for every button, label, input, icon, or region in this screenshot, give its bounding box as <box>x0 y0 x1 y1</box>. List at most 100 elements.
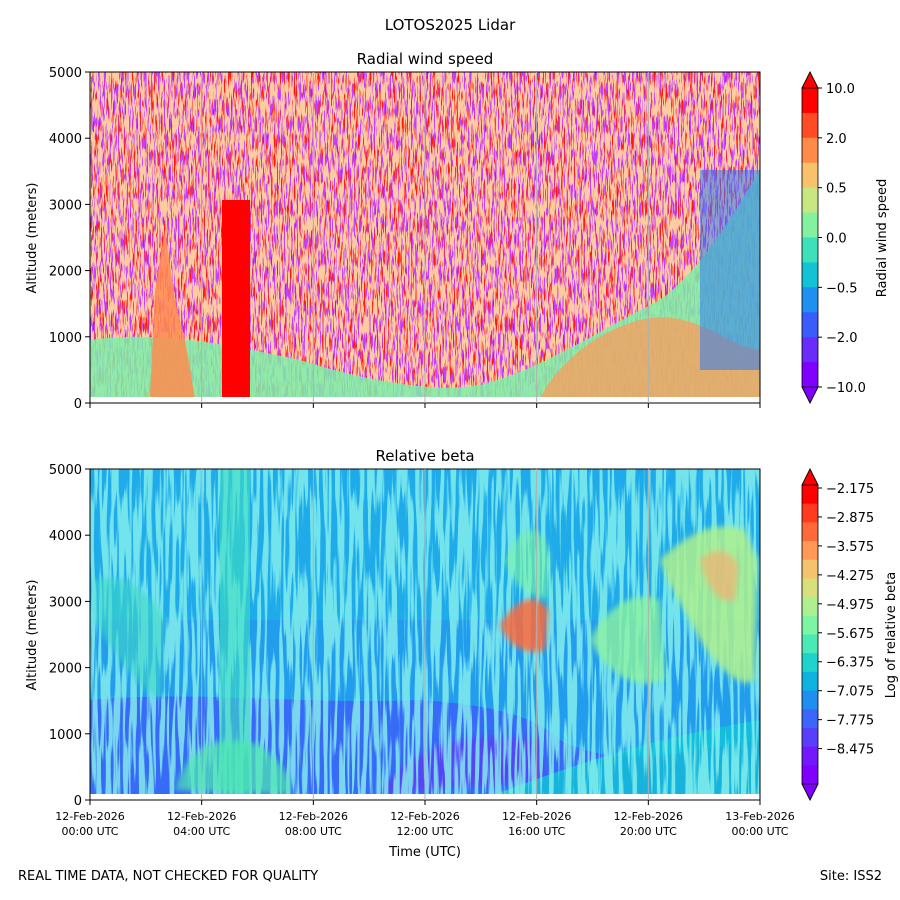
beta-x-tick-date: 12-Feb-2026 <box>502 810 571 823</box>
wind-colorbar-level <box>802 287 818 313</box>
wind-colorbar-level <box>802 362 818 388</box>
wind-red-column <box>222 200 250 398</box>
beta-x-axis-label: Time (UTC) <box>388 845 461 860</box>
beta-aerosol-green <box>175 740 291 795</box>
wind-colorbar-tick-label: 0.0 <box>826 232 847 247</box>
wind-colorbar-level <box>802 88 818 114</box>
wind-colorbar-tick-label: 2.0 <box>826 132 847 147</box>
beta-colorbar-level <box>802 615 818 635</box>
beta-colorbar-tick-label: −6.375 <box>826 656 874 671</box>
beta-colorbar-level <box>802 541 818 561</box>
wind-colorbar-min-extend <box>801 386 819 404</box>
beta-x-tick-time: 00:00 UTC <box>61 825 118 838</box>
figure-title: LOTOS2025 Lidar <box>385 16 516 34</box>
wind-y-tick-label: 1000 <box>49 331 82 346</box>
wind-colorbar-tick-label: −0.5 <box>826 281 858 296</box>
wind-colorbar-level <box>802 212 818 238</box>
beta-colorbar-level <box>802 503 818 523</box>
wind-colorbar: 10.0 2.0 0.5 0.0 −0.5 −2.0 −10.0 <box>801 71 866 404</box>
beta-plume-red <box>500 599 548 652</box>
wind-colorbar-level <box>802 187 818 214</box>
beta-aerosol-cyan <box>95 577 165 700</box>
beta-x-tick-date: 13-Feb-2026 <box>725 810 794 823</box>
beta-colorbar-level <box>802 653 818 673</box>
wind-colorbar-level <box>802 237 818 263</box>
wind-panel-title: Radial wind speed <box>357 50 494 68</box>
beta-y-axis-label: Altitude (meters) <box>25 580 40 691</box>
beta-colorbar-level <box>802 578 818 598</box>
beta-colorbar-min-extend <box>801 783 819 801</box>
beta-y-tick-label: 2000 <box>49 662 82 677</box>
beta-colorbar-level <box>802 485 818 505</box>
wind-colorbar-label: Radial wind speed <box>875 179 890 297</box>
wind-y-tick-label: 0 <box>74 397 82 412</box>
beta-x-tick-time: 12:00 UTC <box>396 825 453 838</box>
beta-colorbar-tick-label: −8.475 <box>826 743 874 758</box>
beta-colorbar-tick-label: −2.875 <box>826 511 874 526</box>
wind-y-tick-label: 4000 <box>49 132 82 147</box>
beta-panel: Relative beta 0 1000 2000 3000 4000 5000 12-F… <box>25 447 899 860</box>
wind-y-axis-label: Altitude (meters) <box>25 183 40 294</box>
beta-y-tick-label: 5000 <box>49 463 82 478</box>
beta-colorbar-max-extend <box>801 468 819 486</box>
beta-y-tick-label: 3000 <box>49 595 82 610</box>
wind-colorbar-tick-label: 0.5 <box>826 182 847 197</box>
wind-orange-plume <box>150 230 195 398</box>
beta-colorbar-level <box>802 727 818 748</box>
beta-colorbar-tick-label: −4.975 <box>826 598 874 613</box>
wind-panel: Radial wind speed 010002000300040005000 … <box>25 50 890 412</box>
wind-y-axis: 0 1000 2000 3000 4000 5000 <box>49 66 90 412</box>
wind-colorbar-tick-label: 10.0 <box>826 82 855 97</box>
beta-colorbar-level <box>802 746 818 766</box>
beta-x-tick-time: 08:00 UTC <box>285 825 342 838</box>
beta-x-tick-time: 00:00 UTC <box>731 825 788 838</box>
wind-x-axis <box>89 72 761 408</box>
beta-x-tick-date: 12-Feb-2026 <box>614 810 683 823</box>
beta-x-tick-date: 12-Feb-2026 <box>390 810 459 823</box>
beta-colorbar-level <box>802 765 818 785</box>
beta-x-tick-date: 12-Feb-2026 <box>167 810 236 823</box>
beta-colorbar-tick-label: −4.275 <box>826 569 874 584</box>
beta-colorbar: −2.175 −2.875 −3.575 −4.275 −4.975 −5.675 −6.3… <box>801 468 874 801</box>
beta-y-tick-label: 1000 <box>49 728 82 743</box>
beta-x-tick-date: 12-Feb-2026 <box>279 810 348 823</box>
wind-colorbar-tick-label: −10.0 <box>826 381 866 396</box>
beta-colorbar-label: Log of relative beta <box>884 572 899 699</box>
beta-cloud-green-left <box>590 596 665 684</box>
beta-colorbar-level <box>802 597 818 617</box>
beta-colorbar-level <box>802 634 818 654</box>
beta-x-axis: 12-Feb-2026 00:00 UTC 12-Feb-2026 04:00 UTC… <box>55 469 795 838</box>
beta-y-tick-label: 4000 <box>49 529 82 544</box>
beta-colorbar-level <box>802 671 818 692</box>
wind-blue-region <box>700 170 760 370</box>
beta-colorbar-tick-label: −5.675 <box>826 627 874 642</box>
beta-y-axis: 0 1000 2000 3000 4000 5000 <box>49 463 90 809</box>
beta-x-tick-time: 16:00 UTC <box>508 825 565 838</box>
wind-y-tick-label: 2000 <box>49 265 82 280</box>
beta-y-tick-label: 0 <box>74 794 82 809</box>
beta-colorbar-level <box>802 690 818 710</box>
beta-colorbar-tick-label: −3.575 <box>826 540 874 555</box>
wind-y-tick-label: 3000 <box>49 198 82 213</box>
beta-colorbar-level <box>802 709 818 729</box>
beta-x-tick-time: 20:00 UTC <box>620 825 677 838</box>
wind-colorbar-level <box>802 312 818 338</box>
wind-colorbar-tick-label: −2.0 <box>826 331 858 346</box>
wind-y-tick-label: 5000 <box>49 66 82 81</box>
wind-colorbar-level <box>802 162 818 189</box>
beta-colorbar-outline <box>801 468 819 801</box>
beta-cloud-orange <box>700 550 738 601</box>
beta-colorbar-tick-label: −2.175 <box>826 482 874 497</box>
beta-colorbar-level <box>802 522 818 542</box>
beta-x-tick-date: 12-Feb-2026 <box>55 810 124 823</box>
beta-plume-green <box>505 530 550 600</box>
beta-colorbar-tick-label: −7.075 <box>826 685 874 700</box>
beta-colorbar-level <box>802 559 818 579</box>
site-label: Site: ISS2 <box>819 869 882 884</box>
quality-notice: REAL TIME DATA, NOT CHECKED FOR QUALITY <box>18 869 319 884</box>
wind-colorbar-level <box>802 137 818 164</box>
wind-colorbar-max-extend <box>801 71 819 89</box>
beta-x-tick-time: 04:00 UTC <box>173 825 230 838</box>
beta-panel-title: Relative beta <box>375 447 474 465</box>
